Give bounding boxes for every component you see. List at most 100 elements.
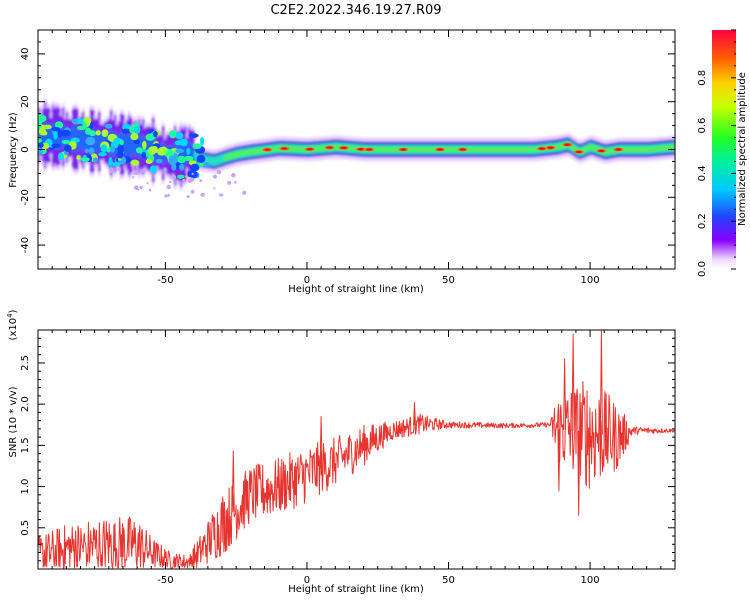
center-cell — [480, 146, 483, 153]
center-cell — [314, 146, 317, 152]
speck — [166, 184, 171, 190]
center-cell — [422, 146, 425, 153]
x-tick-label: 0 — [304, 575, 310, 586]
hot-spot-core — [326, 146, 333, 149]
spectrogram-heatmap — [38, 97, 675, 199]
center-cell — [474, 146, 477, 153]
inner-cell — [122, 131, 125, 159]
noise-blob — [176, 174, 185, 179]
center-cell — [672, 144, 675, 150]
spectrogram-x-ticks: -50 0 50 100 — [37, 30, 676, 286]
speck — [199, 179, 203, 183]
speck — [216, 170, 222, 175]
center-cell — [642, 146, 645, 153]
noise-blob — [168, 155, 178, 164]
speck — [137, 188, 140, 191]
center-cell — [656, 146, 659, 152]
spectrogram-x-label: Height of straight line (km) — [288, 284, 424, 295]
snr-series-line — [38, 330, 675, 569]
center-cell — [496, 146, 499, 153]
center-cell — [254, 148, 257, 155]
hot-spot-core — [575, 150, 582, 154]
center-cell — [586, 146, 589, 152]
center-cell — [272, 146, 275, 152]
hot-spot-core — [547, 146, 554, 149]
center-cell — [500, 146, 503, 153]
center-cell — [410, 146, 413, 153]
center-cell — [252, 149, 255, 155]
inner-cell — [218, 155, 221, 165]
noise-blob — [116, 151, 124, 159]
speck — [190, 189, 195, 194]
center-cell — [630, 146, 633, 153]
center-cell — [504, 146, 507, 153]
center-cell — [658, 145, 661, 152]
center-cell — [394, 146, 397, 153]
center-cell — [530, 146, 533, 153]
center-cell — [294, 146, 297, 152]
center-cell — [392, 146, 395, 153]
speck — [146, 182, 149, 185]
center-cell — [242, 150, 245, 156]
center-cell — [660, 145, 663, 152]
noise-blob — [100, 144, 108, 153]
center-cell — [412, 146, 415, 153]
center-cell — [556, 144, 559, 150]
center-cell — [484, 146, 487, 153]
spectrogram-y-ticks: 40 20 0 -20 -40 — [20, 29, 675, 270]
center-cell — [524, 146, 527, 153]
center-cell — [256, 148, 259, 154]
center-cell — [316, 146, 319, 152]
center-cell — [354, 146, 357, 152]
noise-blob — [190, 163, 200, 172]
center-cell — [234, 152, 237, 158]
center-cell — [662, 145, 665, 151]
center-cell — [454, 146, 457, 153]
colorbar: 0.0 0.2 0.4 0.6 0.8 Normalized spectral ampl… — [697, 29, 748, 277]
center-cell — [444, 146, 447, 153]
noise-blob — [192, 143, 202, 150]
inner-cell — [124, 135, 127, 154]
center-cell — [508, 146, 511, 153]
center-cell — [572, 144, 575, 151]
hot-spot-core — [615, 148, 622, 151]
center-cell — [638, 146, 641, 153]
speck — [117, 167, 121, 171]
hot-spot-core — [357, 148, 364, 151]
inner-cell — [208, 155, 211, 166]
inner-cell — [38, 123, 41, 148]
center-cell — [318, 145, 321, 152]
center-cell — [296, 146, 299, 152]
center-cell — [448, 146, 451, 153]
center-cell — [558, 144, 561, 150]
noise-blob — [133, 139, 140, 145]
noise-blob — [171, 163, 177, 171]
center-cell — [584, 147, 587, 153]
snr-frame — [37, 329, 676, 570]
center-cell — [380, 146, 383, 153]
center-cell — [408, 146, 411, 153]
spectrogram-y-label: Frequency (Hz) — [8, 112, 19, 188]
colorbar-tick-label: 0.0 — [697, 261, 708, 277]
center-cell — [298, 146, 301, 152]
noise-blob — [155, 158, 163, 164]
speck — [134, 170, 139, 176]
center-cell — [478, 146, 481, 153]
center-cell — [424, 146, 427, 153]
inner-cell — [134, 134, 137, 158]
hot-spot-core — [459, 148, 466, 151]
speck — [191, 172, 194, 175]
noise-blob — [84, 148, 89, 154]
center-cell — [606, 148, 609, 155]
center-cell — [596, 146, 599, 152]
noise-blob — [109, 145, 116, 153]
inner-cell — [210, 156, 213, 166]
hot-spot-core — [366, 148, 373, 151]
center-cell — [452, 146, 455, 153]
y-tick-label: 1.0 — [20, 479, 31, 495]
center-cell — [376, 146, 379, 153]
center-cell — [588, 145, 591, 151]
noise-blob — [133, 125, 141, 135]
inner-cell — [190, 142, 193, 164]
